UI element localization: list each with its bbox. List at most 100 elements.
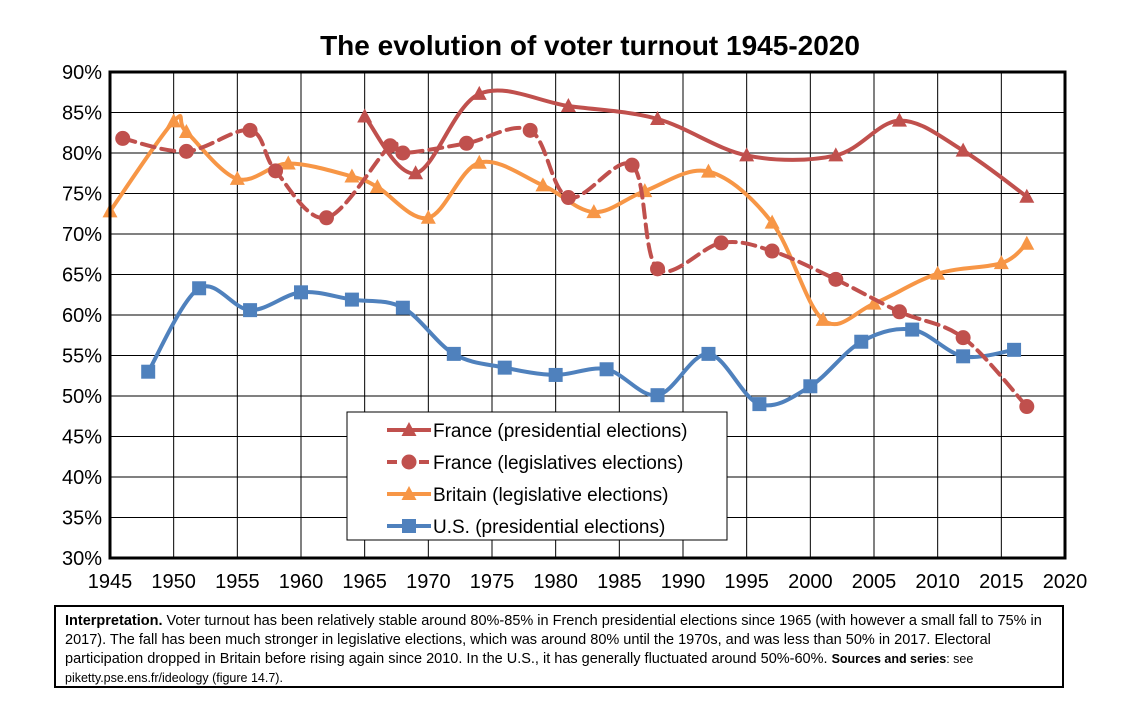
data-point-france-presidential-elections (828, 147, 844, 162)
data-point-france-presidential-elections (891, 112, 907, 127)
data-point-u-s-presidential-elections (956, 349, 971, 364)
y-tick-label: 60% (62, 305, 102, 327)
x-tick-label: 2010 (915, 571, 960, 593)
data-point-britain-legislative-elections (535, 177, 551, 192)
y-tick-label: 50% (62, 386, 102, 408)
x-tick-label: 2015 (979, 571, 1024, 593)
x-tick-label: 1965 (342, 571, 387, 593)
data-point-britain-legislative-elections (586, 204, 602, 219)
legend: France (presidential elections) France (l… (346, 411, 728, 541)
data-point-france-legislatives-elections (624, 157, 640, 173)
x-tick-label: 1995 (724, 571, 769, 593)
data-point-britain-legislative-elections (166, 113, 182, 128)
data-point-britain-legislative-elections (229, 170, 245, 185)
y-tick-label: 30% (62, 548, 102, 570)
data-point-france-legislatives-elections (891, 304, 907, 320)
data-point-france-presidential-elections (408, 165, 424, 180)
legend-marker (402, 519, 416, 533)
data-point-france-presidential-elections (650, 110, 666, 125)
data-point-britain-legislative-elections (930, 265, 946, 280)
data-point-france-legislatives-elections (1019, 399, 1035, 415)
data-point-u-s-presidential-elections (243, 303, 258, 318)
note-sources-label: Sources and series (831, 652, 947, 666)
y-tick-label: 80% (62, 143, 102, 165)
data-point-u-s-presidential-elections (294, 285, 308, 300)
note-text: Voter turnout has been relatively stable… (65, 613, 1042, 667)
y-tick-label: 45% (62, 427, 102, 449)
data-point-france-legislatives-elections (318, 210, 334, 226)
data-point-u-s-presidential-elections (854, 334, 869, 349)
series-france-legislatives-elections (115, 122, 1035, 415)
data-point-u-s-presidential-elections (344, 292, 359, 307)
data-point-britain-legislative-elections (178, 123, 194, 138)
y-tick-label: 40% (62, 467, 102, 489)
x-tick-label: 1985 (597, 571, 642, 593)
plot-frame (108, 70, 1067, 560)
data-point-britain-legislative-elections (700, 163, 716, 178)
x-tick-label: 2005 (852, 571, 897, 593)
data-point-u-s-presidential-elections (905, 322, 920, 337)
data-point-france-presidential-elections (471, 85, 487, 100)
data-point-u-s-presidential-elections (192, 281, 207, 296)
axis-tick-labels: 30% 35% 40% 45% 50% 55% 60% 65% 70% 75% 80% 85% 90% 1… (62, 62, 1087, 593)
x-tick-label: 1950 (151, 571, 196, 593)
data-point-u-s-presidential-elections (395, 300, 410, 315)
data-point-u-s-presidential-elections (599, 362, 614, 377)
x-tick-label: 1945 (88, 571, 133, 593)
series-line-france-presidential-elections (362, 88, 1029, 199)
series-france-presidential-elections (357, 85, 1035, 203)
data-point-france-legislatives-elections (459, 135, 475, 151)
data-point-britain-legislative-elections (993, 255, 1009, 270)
data-point-france-presidential-elections (739, 147, 755, 162)
x-tick-label: 1990 (661, 571, 706, 593)
chart-title: The evolution of voter turnout 1945-2020 (320, 30, 860, 61)
series-line-britain-legislative-elections (108, 114, 1029, 327)
x-tick-label: 1960 (279, 571, 324, 593)
data-point-britain-legislative-elections (280, 155, 296, 170)
legend-label: France (legislatives elections) (433, 453, 683, 474)
data-point-britain-legislative-elections (1019, 235, 1035, 250)
legend-label: U.S. (presidential elections) (433, 517, 665, 538)
x-tick-label: 2000 (788, 571, 833, 593)
legend-label: France (presidential elections) (433, 421, 688, 442)
data-point-britain-legislative-elections (344, 168, 360, 183)
data-point-u-s-presidential-elections (141, 364, 156, 379)
x-tick-label: 1955 (215, 571, 260, 593)
x-tick-label: 2020 (1043, 571, 1088, 593)
legend-item-france-legislatives-elections: France (legislatives elections) (387, 453, 683, 474)
data-point-france-legislatives-elections (522, 122, 538, 138)
data-point-britain-legislative-elections (369, 179, 385, 194)
data-point-u-s-presidential-elections (446, 346, 461, 361)
data-point-u-s-presidential-elections (497, 360, 512, 375)
data-point-france-legislatives-elections (560, 190, 576, 206)
data-point-u-s-presidential-elections (752, 397, 767, 412)
series-britain-legislative-elections (102, 113, 1035, 327)
x-tick-label: 1975 (470, 571, 515, 593)
legend-marker (401, 454, 417, 470)
series-u-s-presidential-elections (141, 281, 1022, 412)
data-point-britain-legislative-elections (471, 154, 487, 169)
interpretation-note: Interpretation. Voter turnout has been r… (54, 605, 1064, 688)
data-point-britain-legislative-elections (764, 214, 780, 229)
data-point-france-legislatives-elections (828, 271, 844, 287)
data-point-france-legislatives-elections (268, 163, 284, 179)
data-point-france-presidential-elections (560, 98, 576, 113)
legend-label: Britain (legislative elections) (433, 485, 669, 506)
y-tick-label: 75% (62, 184, 102, 206)
y-tick-label: 55% (62, 346, 102, 368)
y-tick-label: 70% (62, 224, 102, 246)
legend-marker (401, 486, 417, 500)
data-point-france-legislatives-elections (713, 235, 729, 251)
data-point-britain-legislative-elections (420, 209, 436, 224)
y-tick-label: 65% (62, 265, 102, 287)
data-point-britain-legislative-elections (815, 311, 831, 326)
turnout-line-chart: 30% 35% 40% 45% 50% 55% 60% 65% 70% 75% 80% 85% 90% 1… (62, 62, 1087, 593)
series-line-france-legislatives-elections (120, 125, 1029, 409)
data-point-france-presidential-elections (955, 142, 971, 157)
data-point-france-legislatives-elections (395, 145, 411, 161)
y-tick-label: 90% (62, 62, 102, 84)
legend-item-u-s-presidential-elections: U.S. (presidential elections) (387, 517, 665, 538)
data-point-france-legislatives-elections (764, 243, 780, 259)
data-point-france-presidential-elections (1019, 188, 1035, 203)
legend-item-britain-legislative-elections: Britain (legislative elections) (387, 485, 669, 506)
